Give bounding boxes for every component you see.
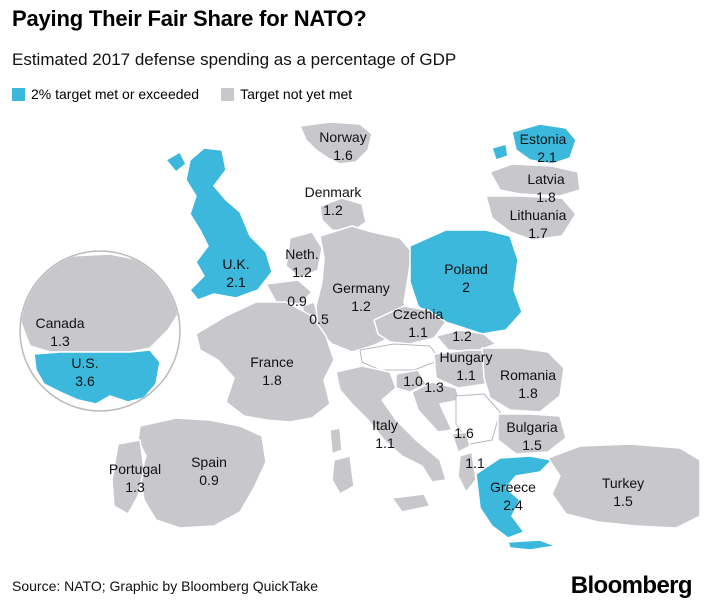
label-denmark-name: Denmark	[305, 184, 363, 200]
label-france-name: France	[250, 354, 294, 370]
label-bulgaria-value: 1.5	[522, 437, 542, 453]
chart-subtitle: Estimated 2017 defense spending as a per…	[12, 50, 457, 69]
label-belgium-value: 0.9	[287, 293, 307, 309]
island-saaremaa	[491, 143, 509, 161]
label-albania-value: 1.1	[465, 455, 485, 471]
bloomberg-logo: Bloomberg	[570, 572, 693, 599]
label-lithuania-name: Lithuania	[510, 207, 567, 223]
label-czechia-value: 1.1	[408, 324, 428, 340]
country-france	[195, 301, 335, 423]
label-poland-name: Poland	[444, 261, 488, 277]
label-estonia-value: 2.1	[537, 149, 557, 165]
label-uk-value: 2.1	[226, 274, 246, 290]
country-serbia	[455, 393, 501, 445]
country-portugal	[111, 439, 145, 515]
label-norway-value: 1.6	[333, 147, 353, 163]
country-czechia	[373, 305, 447, 345]
label-uk-name: U.K.	[222, 256, 249, 272]
label-turkey-value: 1.5	[613, 493, 633, 509]
country-estonia	[511, 123, 577, 165]
label-romania-name: Romania	[500, 367, 556, 383]
label-norway-name: Norway	[319, 129, 366, 145]
country-italy	[335, 365, 447, 483]
label-italy-name: Italy	[372, 417, 398, 433]
label-slovenia-value: 1.0	[403, 373, 423, 389]
country-norway	[299, 121, 373, 165]
label-canada-name: Canada	[35, 315, 84, 331]
country-denmark	[319, 197, 367, 233]
label-spain-name: Spain	[191, 454, 227, 470]
country-albania	[457, 451, 477, 493]
country-belgium	[265, 279, 313, 305]
country-slovenia	[395, 369, 427, 393]
label-germany-value: 1.2	[351, 298, 371, 314]
label-us-name: U.S.	[71, 355, 98, 371]
label-greece-value: 2.4	[503, 497, 523, 513]
label-greece-name: Greece	[490, 479, 536, 495]
island-corsica	[329, 427, 343, 455]
island-sicily	[391, 493, 431, 513]
label-luxembourg-value: 0.5	[309, 311, 329, 327]
legend-swatch-met	[12, 87, 25, 101]
label-latvia-value: 1.8	[536, 189, 556, 205]
label-bulgaria-name: Bulgaria	[506, 419, 558, 435]
country-austria	[359, 343, 441, 371]
label-portugal-value: 1.3	[125, 479, 145, 495]
country-turkey	[547, 443, 701, 529]
country-latvia	[489, 163, 581, 197]
legend-label-met: 2% target met or exceeded	[31, 86, 200, 102]
labels-layer: Norway 1.6 Estonia 2.1 Latvia 1.8 Lithua…	[35, 129, 644, 513]
country-croatia	[411, 381, 461, 433]
legend-item-met: 2% target met or exceeded	[12, 86, 199, 102]
island-crete	[507, 539, 557, 551]
island-sardinia	[331, 455, 355, 495]
map-svg: Norway 1.6 Estonia 2.1 Latvia 1.8 Lithua…	[19, 121, 701, 551]
legend-item-not-met: Target not yet met	[221, 86, 352, 102]
country-northern-ireland	[165, 151, 187, 173]
label-spain-value: 0.9	[199, 472, 219, 488]
label-lithuania-value: 1.7	[528, 225, 548, 241]
map: Norway 1.6 Estonia 2.1 Latvia 1.8 Lithua…	[0, 118, 704, 568]
country-netherlands	[285, 231, 323, 279]
country-lithuania	[485, 195, 577, 241]
source-note: Source: NATO; Graphic by Bloomberg Quick…	[12, 578, 319, 594]
label-italy-value: 1.1	[375, 435, 395, 451]
country-slovakia	[435, 329, 497, 353]
label-croatia-value: 1.3	[424, 379, 444, 395]
country-uk	[185, 147, 273, 301]
label-us-value: 3.6	[75, 373, 95, 389]
country-montenegro	[451, 431, 471, 453]
label-slovakia-value: 1.2	[452, 328, 472, 344]
north-america-inset	[19, 250, 181, 412]
country-us	[33, 349, 161, 405]
label-netherlands-value: 1.2	[292, 264, 312, 280]
country-romania	[481, 347, 565, 413]
label-portugal-name: Portugal	[109, 461, 161, 477]
land-layer	[111, 121, 701, 551]
label-montenegro-value: 1.6	[454, 425, 474, 441]
label-canada-value: 1.3	[50, 333, 70, 349]
label-romania-value: 1.8	[518, 385, 538, 401]
country-canada	[21, 253, 179, 353]
label-turkey-name: Turkey	[602, 475, 644, 491]
country-bulgaria	[497, 413, 567, 455]
label-poland-value: 2	[462, 279, 470, 295]
label-hungary-name: Hungary	[440, 349, 493, 365]
legend-label-not-met: Target not yet met	[240, 86, 353, 102]
label-latvia-name: Latvia	[527, 171, 565, 187]
legend: 2% target met or exceeded Target not yet…	[12, 86, 374, 102]
country-greece	[475, 455, 553, 539]
label-germany-name: Germany	[332, 280, 390, 296]
chart-title: Paying Their Fair Share for NATO?	[12, 6, 367, 31]
label-denmark-value: 1.2	[323, 202, 343, 218]
label-estonia-name: Estonia	[520, 131, 567, 147]
label-hungary-value: 1.1	[456, 367, 476, 383]
label-france-value: 1.8	[262, 372, 282, 388]
legend-swatch-not-met	[221, 87, 235, 101]
label-czechia-name: Czechia	[393, 306, 444, 322]
label-netherlands-name: Neth.	[285, 246, 318, 262]
